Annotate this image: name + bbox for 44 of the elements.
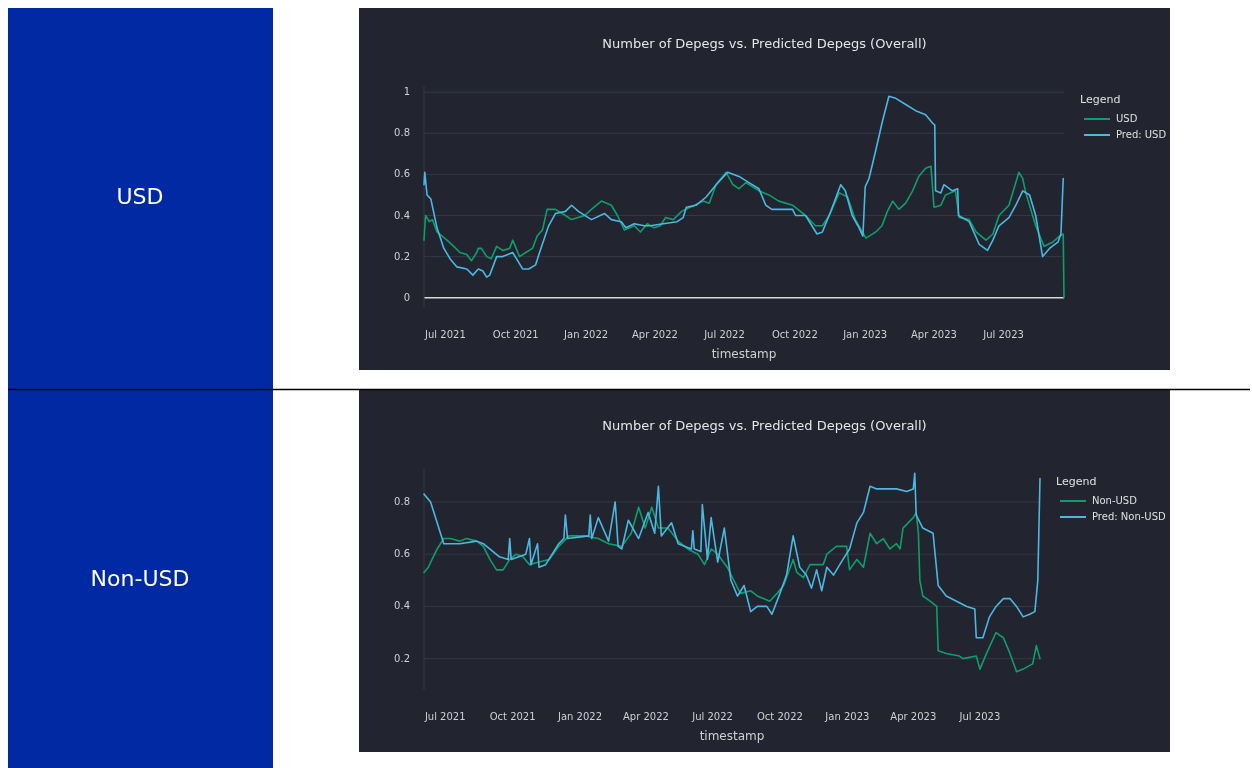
y-axis-title: USD (116, 184, 164, 209)
line-series (423, 472, 1041, 639)
x-tick-label: Jul 2023 (982, 329, 1024, 340)
line-series (423, 506, 1041, 673)
legend-label: USD (1116, 113, 1138, 124)
line-series (423, 95, 1065, 278)
x-tick-label: Jul 2023 (958, 711, 1001, 722)
y-tick-label: 0 (403, 291, 410, 303)
legend-label: Pred: USD (1116, 129, 1167, 140)
legend-label: Pred: Non-USD (1092, 511, 1167, 522)
x-tick-label: Jan 2022 (563, 329, 609, 340)
x-axis-title: timestamp (699, 729, 765, 743)
y-tick-label: 0.2 (394, 250, 410, 262)
legend-title: Legend (1056, 475, 1097, 488)
y-tick-label: 0.6 (394, 168, 410, 180)
x-tick-label: Oct 2022 (757, 711, 803, 722)
x-tick-label: Oct 2022 (771, 329, 818, 340)
x-axis-title: timestamp (711, 347, 777, 361)
y-tick-label: 0.8 (394, 127, 410, 139)
x-tick-label: Oct 2021 (489, 711, 536, 722)
x-tick-label: Apr 2023 (911, 329, 957, 340)
x-tick-label: Jul 2021 (423, 711, 466, 722)
legend-label: Non-USD (1092, 495, 1138, 506)
x-tick-label: Jan 2023 (824, 711, 870, 722)
chart-title: Number of Depegs vs. Predicted Depegs (Overall) (602, 418, 927, 433)
y-tick-label: 0.4 (394, 600, 410, 612)
y-tick-label: 0.6 (394, 548, 410, 560)
y-tick-label: 1 (403, 86, 410, 98)
x-tick-label: Jan 2022 (556, 711, 603, 722)
x-tick-label: Jul 2021 (424, 329, 466, 340)
x-tick-label: Apr 2022 (622, 711, 669, 722)
y-tick-label: 0.8 (394, 495, 410, 507)
x-tick-label: Jan 2023 (842, 329, 888, 340)
x-tick-label: Oct 2021 (492, 329, 539, 340)
y-axis-title: Non-USD (90, 566, 190, 591)
x-tick-label: Jul 2022 (703, 329, 745, 340)
x-tick-label: Apr 2023 (890, 711, 937, 722)
x-tick-label: Jul 2022 (691, 711, 733, 722)
line-series (423, 165, 1065, 299)
legend-title: Legend (1080, 93, 1121, 106)
chart-title: Number of Depegs vs. Predicted Depegs (Overall) (602, 36, 927, 51)
x-tick-label: Apr 2022 (631, 329, 678, 340)
y-tick-label: 0.2 (394, 652, 410, 664)
y-tick-label: 0.4 (394, 209, 410, 221)
